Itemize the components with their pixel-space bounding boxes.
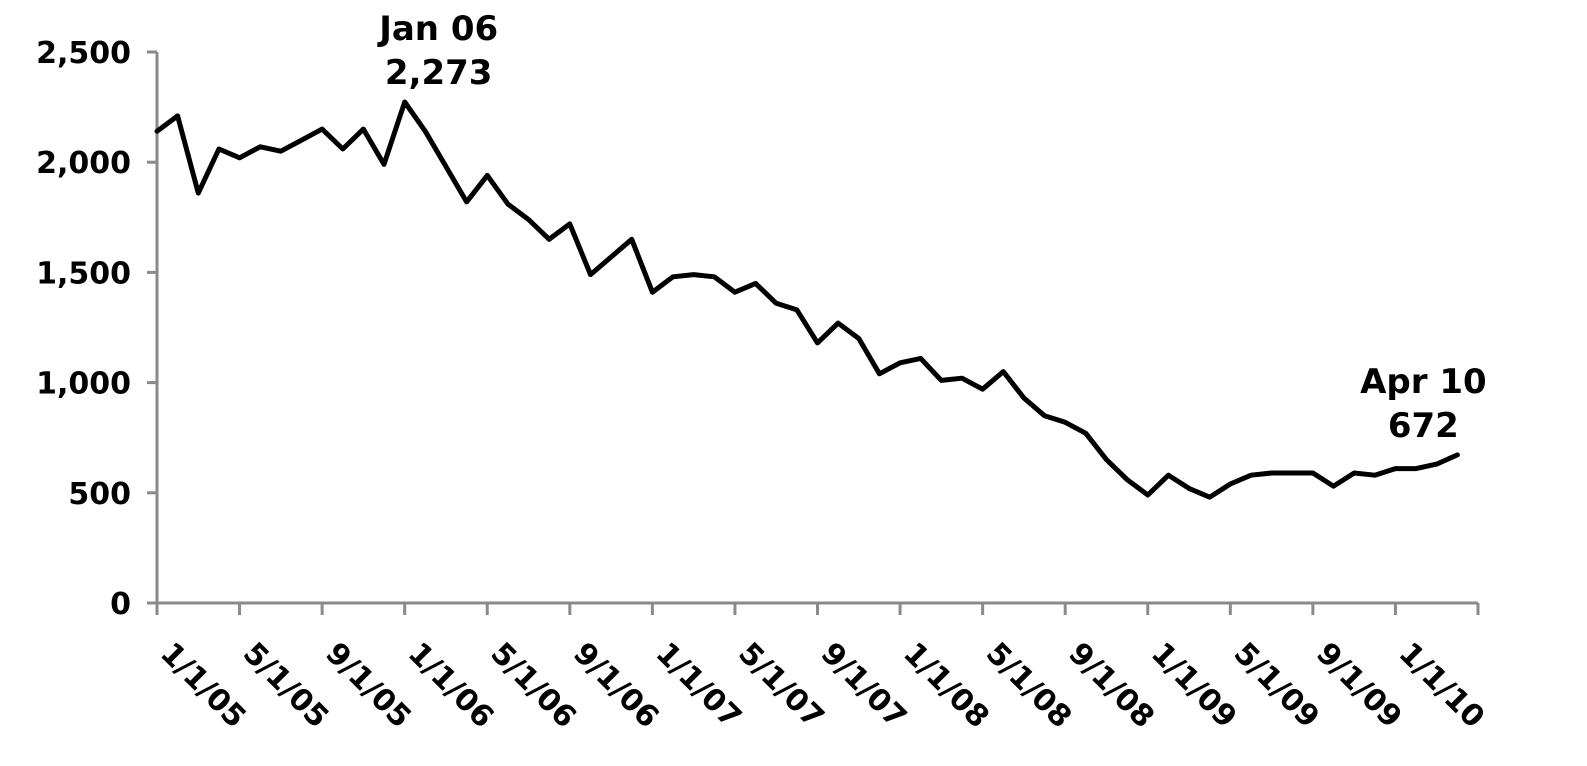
x-tick-label: 1/1/06 — [401, 636, 500, 735]
data-point — [775, 302, 777, 304]
data-point — [466, 201, 468, 203]
x-tick-label: 9/1/05 — [318, 636, 417, 735]
x-tick-label: 9/1/07 — [814, 636, 913, 735]
data-point — [610, 256, 612, 258]
annotation-value: 672 — [1388, 406, 1459, 446]
data-point — [878, 373, 880, 375]
y-tick-label: 2,500 — [36, 36, 131, 71]
annotation-date: Apr 10 — [1360, 362, 1487, 402]
y-tick-label: 2,000 — [36, 146, 131, 181]
y-axis-tick-labels: 0 500 1,000 1,500 2,000 2,500 — [36, 36, 131, 622]
data-point — [1064, 421, 1066, 423]
data-point — [197, 192, 199, 194]
y-tick-label: 1,000 — [36, 367, 131, 402]
x-tick-label: 5/1/09 — [1227, 636, 1326, 735]
x-tick-label: 5/1/07 — [731, 636, 830, 735]
data-point — [507, 203, 509, 205]
data-point — [940, 379, 942, 381]
x-tick-label: 5/1/05 — [236, 636, 335, 735]
y-tick-label: 1,500 — [36, 256, 131, 291]
data-point — [817, 342, 818, 344]
x-axis-tick-labels: 1/1/055/1/059/1/051/1/065/1/069/1/061/1/… — [153, 636, 1491, 735]
data-point — [1312, 472, 1314, 474]
data-point — [1023, 397, 1025, 399]
data-point — [651, 291, 653, 293]
data-point — [796, 309, 798, 311]
data-point — [755, 282, 757, 284]
data-point — [590, 274, 591, 276]
data-point — [1126, 479, 1128, 481]
data-point — [1394, 468, 1396, 470]
data-point — [1291, 472, 1293, 474]
data-point — [1085, 432, 1087, 434]
data-point — [569, 223, 571, 225]
data-point — [321, 128, 323, 130]
x-tick-label: 9/1/06 — [566, 636, 665, 735]
x-tick-label: 5/1/06 — [484, 636, 583, 735]
x-tick-label: 1/1/07 — [649, 636, 748, 735]
data-point — [1250, 474, 1252, 476]
data-point — [1333, 485, 1334, 487]
data-point — [1147, 494, 1149, 496]
data-point — [239, 157, 241, 159]
data-point — [961, 377, 963, 379]
data-point — [1167, 474, 1169, 476]
annotation-date: Jan 06 — [377, 9, 498, 49]
data-point — [920, 357, 922, 359]
x-tick-label: 1/1/10 — [1392, 636, 1491, 735]
data-point — [548, 238, 550, 240]
data-point — [280, 150, 282, 152]
annotation-value: 2,273 — [385, 53, 493, 93]
data-point — [445, 166, 447, 168]
data-point — [1436, 463, 1438, 465]
x-tick-label: 5/1/08 — [979, 636, 1078, 735]
data-point — [486, 174, 488, 176]
data-point — [1353, 472, 1355, 474]
data-point — [1002, 371, 1004, 373]
data-point — [301, 139, 302, 141]
data-point — [713, 276, 715, 278]
data-point — [1415, 468, 1417, 470]
data-point — [528, 219, 529, 220]
x-tick-label: 9/1/09 — [1309, 636, 1408, 735]
x-tick-label: 1/1/05 — [153, 636, 252, 735]
y-tick-label: 0 — [110, 587, 131, 622]
x-tick-label: 1/1/08 — [896, 636, 995, 735]
data-point — [404, 101, 406, 103]
data-point — [858, 338, 860, 339]
data-point — [1229, 483, 1231, 485]
data-point — [156, 130, 158, 132]
data-point — [1456, 454, 1458, 456]
data-point — [1271, 472, 1273, 474]
data-point — [1209, 496, 1211, 498]
data-point — [383, 163, 385, 165]
data-point — [899, 362, 901, 364]
data-point — [342, 148, 344, 150]
data-point — [1374, 474, 1376, 476]
data-point — [1106, 459, 1107, 461]
data-point — [362, 128, 364, 130]
data-point — [734, 291, 736, 293]
data-point — [1188, 487, 1190, 489]
data-point — [218, 148, 220, 150]
data-point — [1044, 415, 1045, 417]
axes — [147, 50, 1480, 615]
data-point — [837, 322, 839, 324]
y-tick-label: 500 — [68, 477, 131, 512]
data-point — [177, 115, 179, 117]
data-point — [672, 276, 674, 278]
series-layer — [154, 99, 1460, 500]
data-point — [631, 238, 633, 240]
x-tick-label: 9/1/08 — [1062, 636, 1161, 735]
series-line — [154, 99, 1460, 500]
data-point — [982, 388, 984, 390]
data-point — [693, 274, 695, 276]
data-point — [259, 146, 261, 148]
x-tick-label: 1/1/09 — [1144, 636, 1243, 735]
data-point — [424, 130, 426, 132]
